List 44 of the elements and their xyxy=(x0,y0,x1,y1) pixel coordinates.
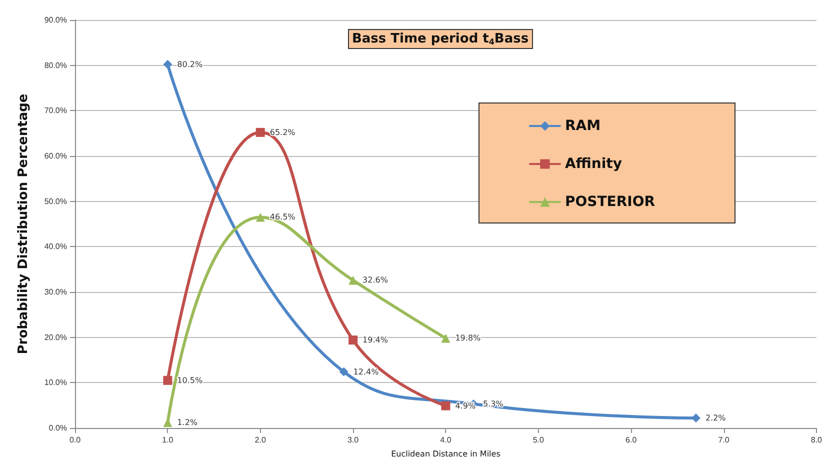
point xyxy=(339,367,348,376)
x-tick-label: 3.0 xyxy=(347,436,360,444)
data-label: 1.2% xyxy=(177,418,198,428)
y-axis-title: Probability Distribution Percentage xyxy=(16,94,31,354)
legend-label: RAM xyxy=(564,118,601,134)
data-label: 10.5% xyxy=(177,376,203,385)
y-tick-label: 30.0% xyxy=(44,288,67,296)
text: Bass Time period t4Bass xyxy=(352,32,529,46)
data-label: 19.8% xyxy=(455,334,482,343)
x-tick-label: 4.0 xyxy=(440,436,452,444)
data-label: 65.2% xyxy=(270,128,296,137)
data-label: 46.5% xyxy=(270,212,296,222)
data-label: 32.6% xyxy=(362,276,388,285)
x-tick-label: 2.0 xyxy=(254,436,266,444)
x-tick-label: 5.0 xyxy=(532,436,545,444)
legend-label: POSTERIOR xyxy=(564,194,656,210)
point xyxy=(348,336,358,345)
y-tick-label: 60.0% xyxy=(44,152,67,160)
data-label: 19.4% xyxy=(362,336,388,345)
y-tick-label: 20.0% xyxy=(44,332,67,342)
data-label: 2.2% xyxy=(705,414,726,423)
point xyxy=(256,212,265,222)
legend-label: Affinity xyxy=(564,156,622,172)
x-tick-label: 0.0 xyxy=(69,436,82,444)
point xyxy=(348,276,358,285)
y-tick-label: 0.0% xyxy=(48,424,67,432)
x-tick-label: 7.0 xyxy=(718,436,730,444)
x-tick-label: 8.0 xyxy=(810,436,823,444)
data-label: 12.4% xyxy=(353,367,380,376)
y-tick-label: 50.0% xyxy=(44,196,67,206)
point xyxy=(163,376,172,385)
y-tick-label: 80.0% xyxy=(44,60,67,70)
y-tick-label: 70.0% xyxy=(44,106,67,116)
y-tick-label: 10.0% xyxy=(44,378,67,388)
y-tick-label: 90.0% xyxy=(44,16,67,24)
point xyxy=(256,128,265,137)
x-tick-label: 6.0 xyxy=(626,436,638,444)
y-tick-label: 40.0% xyxy=(44,242,67,252)
data-label: 80.2% xyxy=(177,60,203,69)
x-axis-title: Euclidean Distance in Miles xyxy=(391,450,500,458)
x-tick-label: 1.0 xyxy=(162,436,174,444)
point xyxy=(441,334,450,343)
point xyxy=(163,60,172,69)
point xyxy=(441,401,450,410)
